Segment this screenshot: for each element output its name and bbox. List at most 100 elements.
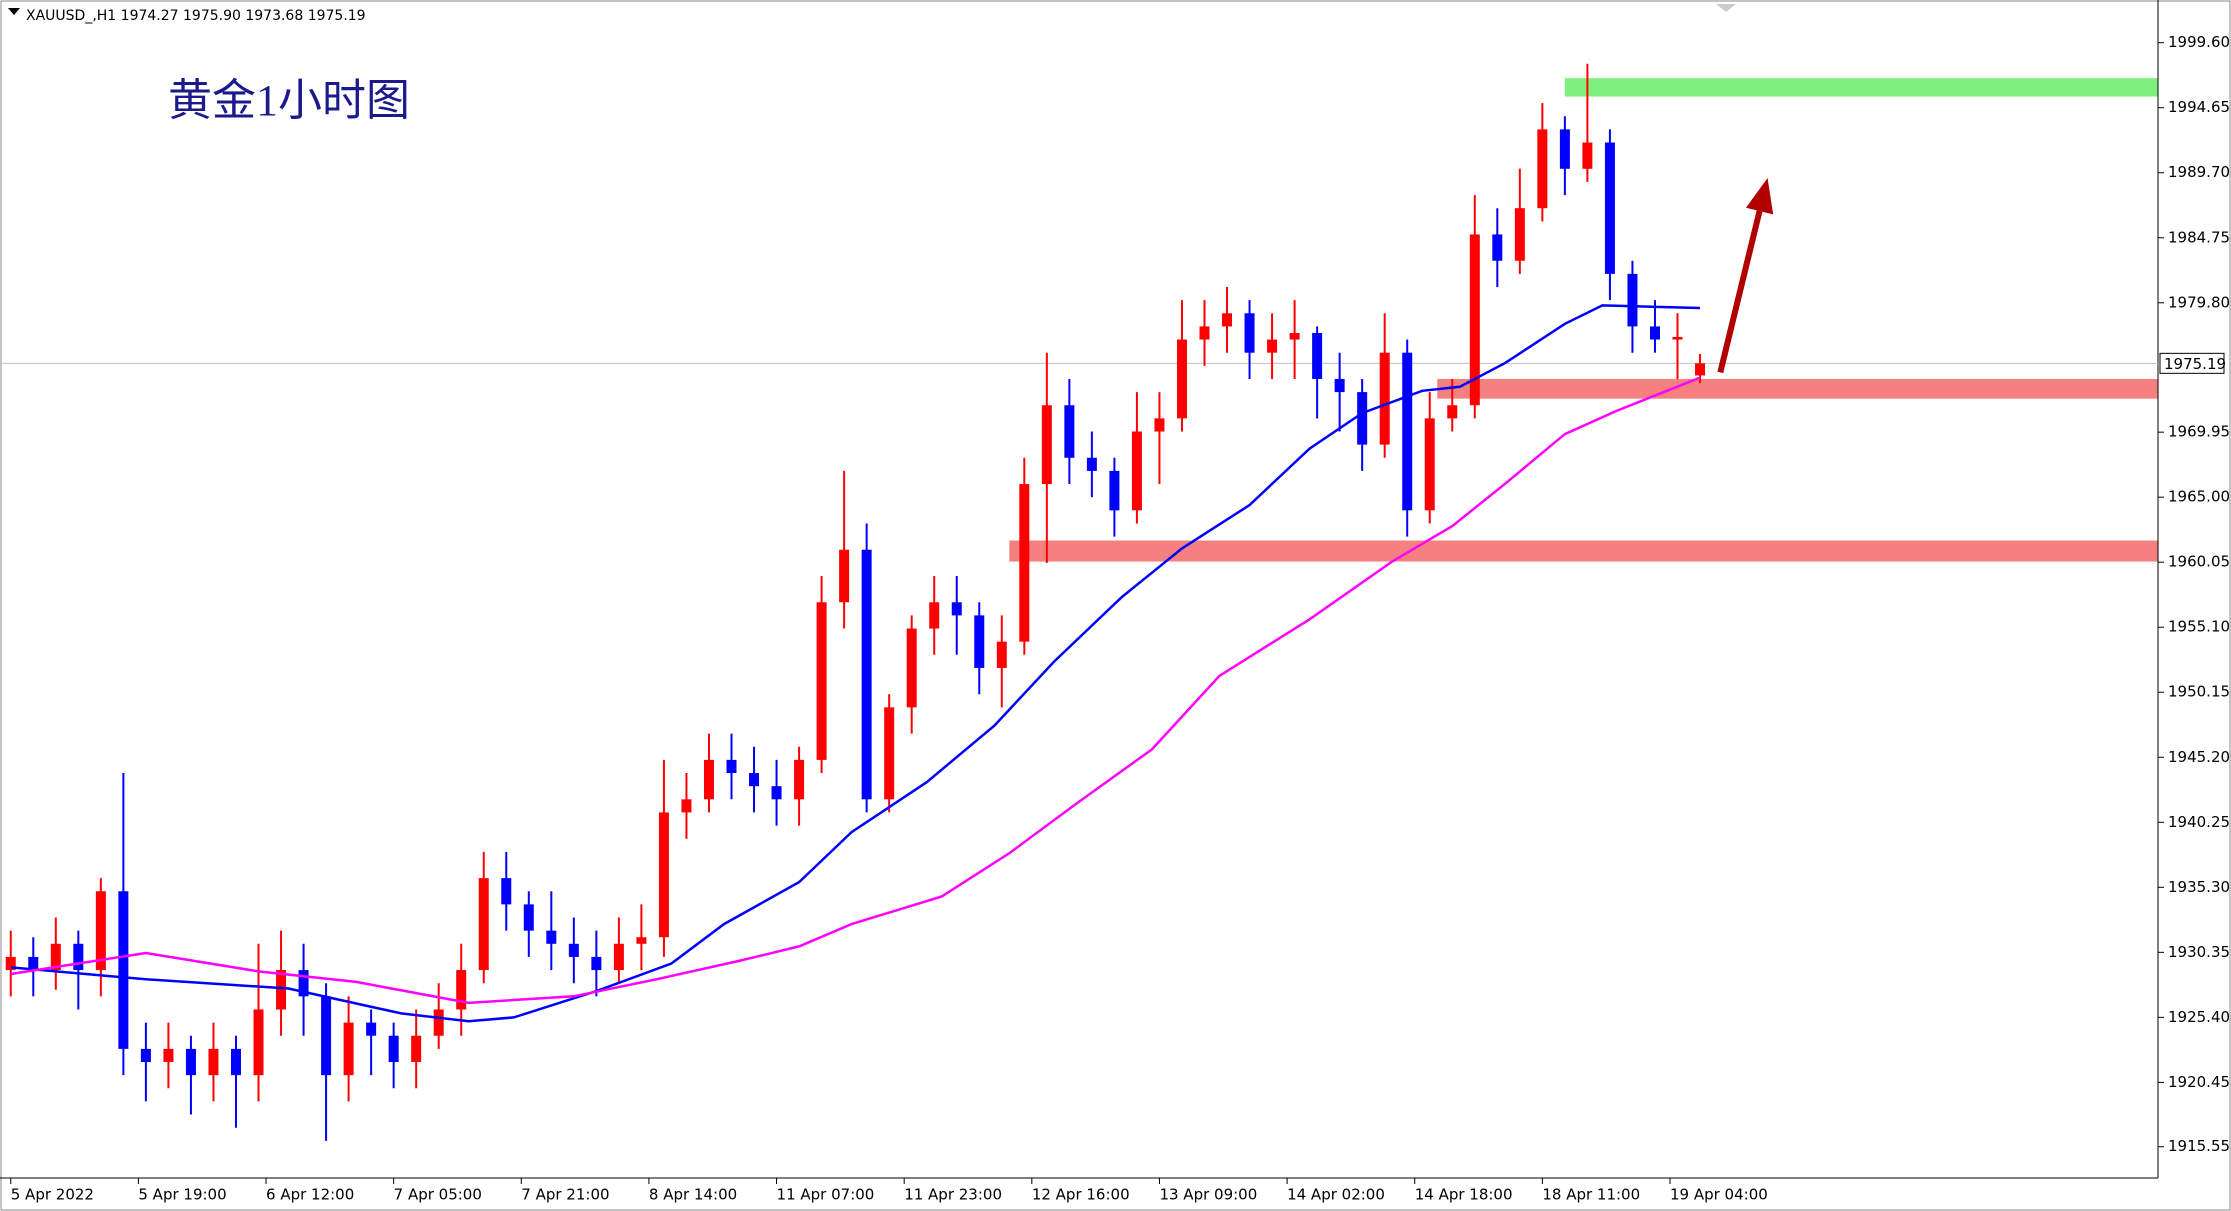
candle-body xyxy=(1109,470,1120,511)
candle-body xyxy=(906,628,917,708)
candle-body xyxy=(1514,208,1525,261)
zone xyxy=(1564,78,2158,97)
candle-body xyxy=(546,930,557,944)
candle-body xyxy=(478,878,489,971)
candle-body xyxy=(816,602,827,760)
candle-body xyxy=(5,956,16,971)
candle-body xyxy=(1424,418,1435,511)
candle-body xyxy=(140,1048,151,1063)
x-tick-label: 11 Apr 23:00 xyxy=(904,1186,1002,1204)
candle-body xyxy=(1334,378,1345,393)
candle-body xyxy=(1649,326,1660,340)
candle-body xyxy=(276,970,287,1010)
y-tick-label: 1979.80 xyxy=(2168,293,2230,311)
x-tick-label: 13 Apr 09:00 xyxy=(1159,1186,1257,1204)
y-tick-label: 1920.45 xyxy=(2168,1073,2230,1091)
moving-average xyxy=(10,376,1701,1005)
candle-body xyxy=(1289,332,1300,340)
candle-body xyxy=(1492,234,1503,261)
y-tick-label: 1999.60 xyxy=(2168,33,2230,51)
y-tick-label: 1960.05 xyxy=(2168,553,2230,571)
candle-body xyxy=(1267,339,1278,353)
candle-body xyxy=(839,549,850,603)
y-tick-label: 1940.25 xyxy=(2168,813,2230,831)
candle-body xyxy=(996,641,1007,668)
candle-body xyxy=(163,1048,174,1063)
candle-body xyxy=(1559,129,1570,169)
candle-body xyxy=(636,937,647,944)
candle-body xyxy=(681,799,692,813)
symbol-info: XAUUSD_,H1 1974.27 1975.90 1973.68 1975.… xyxy=(26,8,366,24)
candle-body xyxy=(185,1048,196,1076)
candle-body xyxy=(1357,392,1368,445)
candle-body xyxy=(388,1035,399,1063)
y-tick-label: 1950.15 xyxy=(2168,683,2230,701)
x-tick-label: 8 Apr 14:00 xyxy=(649,1186,737,1204)
candle-body xyxy=(1086,457,1097,471)
candle-body xyxy=(1244,313,1255,353)
x-tick-label: 18 Apr 11:00 xyxy=(1542,1186,1640,1204)
y-tick-label: 1969.95 xyxy=(2168,423,2230,441)
candle-body xyxy=(1312,332,1323,379)
y-tick-label: 1935.30 xyxy=(2168,878,2230,896)
price-label-box xyxy=(2159,352,2225,374)
candle-body xyxy=(433,1009,444,1036)
y-tick-label: 1955.10 xyxy=(2168,618,2230,636)
candle-body xyxy=(1064,405,1075,458)
candle-body xyxy=(118,891,129,1049)
candle-body xyxy=(73,943,84,971)
y-tick-label: 1945.20 xyxy=(2168,748,2230,766)
x-tick-label: 5 Apr 2022 xyxy=(11,1186,94,1204)
x-tick-label: 7 Apr 21:00 xyxy=(521,1186,609,1204)
moving-average xyxy=(10,304,1701,1023)
candle-body xyxy=(411,1035,422,1063)
candle-body xyxy=(1019,484,1030,642)
x-tick-label: 7 Apr 05:00 xyxy=(394,1186,482,1204)
y-tick-label: 1984.75 xyxy=(2168,228,2230,246)
candle-body xyxy=(951,602,962,616)
candle-body xyxy=(95,891,106,971)
y-tick-label: 1989.70 xyxy=(2168,163,2230,181)
candle-body xyxy=(523,904,534,931)
candle-body xyxy=(861,549,872,800)
x-tick-label: 14 Apr 02:00 xyxy=(1287,1186,1385,1204)
candle-body xyxy=(456,970,467,1010)
y-tick-label: 1925.40 xyxy=(2168,1008,2230,1026)
candle-body xyxy=(366,1022,377,1036)
zone xyxy=(1009,540,2159,562)
candle-body xyxy=(501,878,512,905)
candle-body xyxy=(568,943,579,957)
scroll-marker xyxy=(1716,4,1736,12)
y-tick-label: 1915.55 xyxy=(2168,1137,2230,1155)
price-label: 1975.19 xyxy=(2164,355,2226,373)
arrow-shaft xyxy=(1717,210,1763,374)
candle-body xyxy=(974,615,985,668)
candle-body xyxy=(1672,336,1683,340)
candle-body xyxy=(658,812,669,938)
x-tick-label: 11 Apr 07:00 xyxy=(777,1186,875,1204)
menu-icon[interactable] xyxy=(8,8,20,15)
candle-body xyxy=(321,996,332,1076)
y-tick-label: 1994.65 xyxy=(2168,98,2230,116)
candle-body xyxy=(50,943,61,971)
candle-body xyxy=(343,1022,354,1076)
candle-body xyxy=(749,773,760,787)
candle-body xyxy=(253,1009,264,1076)
candle-body xyxy=(929,602,940,629)
y-tick-label: 1965.00 xyxy=(2168,488,2230,506)
candle-body xyxy=(1604,142,1615,274)
candle-body xyxy=(1131,431,1142,511)
y-tick-label: 1930.35 xyxy=(2168,943,2230,961)
candle-body xyxy=(591,956,602,971)
candle-body xyxy=(1582,142,1593,169)
candle-body xyxy=(1379,352,1390,445)
x-tick-label: 12 Apr 16:00 xyxy=(1032,1186,1130,1204)
candle-body xyxy=(726,759,737,774)
x-tick-label: 19 Apr 04:00 xyxy=(1670,1186,1768,1204)
candle-body xyxy=(208,1048,219,1076)
zone xyxy=(1437,378,2158,399)
candle-body xyxy=(230,1048,241,1076)
candle-body xyxy=(28,956,39,971)
